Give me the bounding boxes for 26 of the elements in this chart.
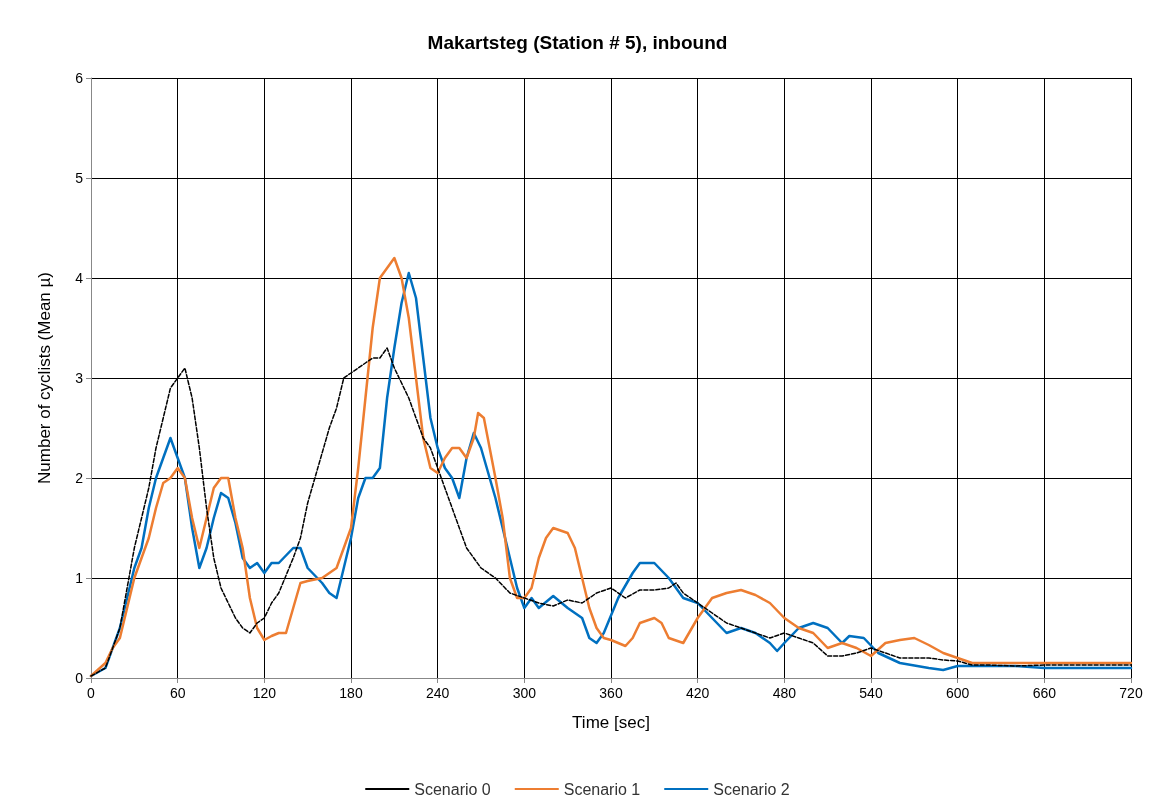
y-tick-label: 0	[75, 670, 84, 686]
y-tick-label: 2	[75, 470, 84, 486]
x-tick-label: 240	[425, 685, 450, 701]
y-tick-label: 5	[75, 170, 84, 186]
legend-label: Scenario 0	[414, 780, 491, 798]
x-tick-label: 480	[772, 685, 797, 701]
y-tick-label: 4	[75, 270, 84, 286]
x-tick-label: 300	[512, 685, 537, 701]
y-tick-label: 3	[75, 370, 84, 386]
x-tick-label: 60	[169, 685, 186, 701]
legend-label: Scenario 1	[563, 780, 641, 798]
x-tick-label: 420	[685, 685, 710, 701]
x-tick-label: 0	[87, 685, 96, 701]
x-tick-label: 120	[252, 685, 277, 701]
y-tick-label: 1	[75, 570, 84, 586]
chart-title: Makartsteg (Station # 5), inbound	[427, 32, 728, 53]
x-tick-label: 360	[599, 685, 623, 701]
x-tick-label: 180	[339, 685, 363, 701]
y-axis-title: Number of cyclists (Mean µ)	[35, 272, 54, 484]
x-tick-label: 600	[945, 685, 970, 701]
x-tick-label: 720	[1119, 685, 1143, 701]
x-tick-label: 540	[859, 685, 883, 701]
x-axis-title: Time [sec]	[572, 713, 650, 732]
x-tick-label: 660	[1032, 685, 1057, 701]
y-tick-label: 6	[75, 70, 84, 86]
legend-label: Scenario 2	[713, 780, 790, 798]
